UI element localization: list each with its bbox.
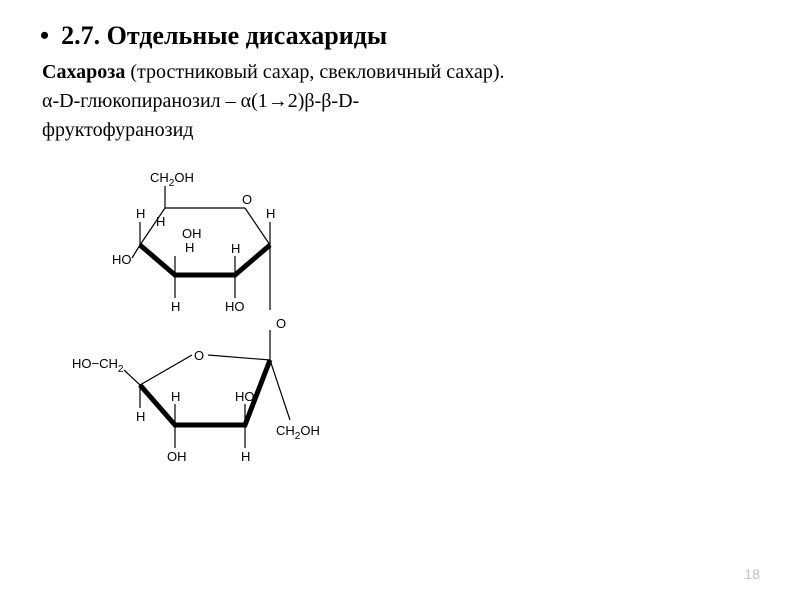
label-OH-c4f: OH bbox=[167, 449, 187, 464]
label-CH2OH-top: CH2OH bbox=[150, 170, 194, 189]
label-H: H bbox=[171, 299, 180, 314]
label-H: H bbox=[231, 241, 240, 256]
heading-bullet: • bbox=[40, 20, 49, 51]
label-OH-inner: OH bbox=[182, 226, 202, 241]
body-line-1: Сахароза (тростниковый сахар, свекловичн… bbox=[42, 59, 760, 86]
label-HO: HO bbox=[225, 299, 245, 314]
label-H: H bbox=[136, 206, 145, 221]
heading-number: 2.7. bbox=[61, 21, 100, 50]
label-CH2OH-bot: CH2OH bbox=[276, 423, 320, 442]
label-O: O bbox=[242, 192, 252, 207]
label-H-c3f: H bbox=[241, 449, 250, 464]
page-number: 18 bbox=[744, 566, 760, 582]
heading-row: • 2.7. Отдельные дисахариды bbox=[40, 20, 760, 51]
heading-title: Отдельные дисахариды bbox=[107, 21, 388, 50]
sucrose-structure-diagram: O CH2OH H H HO H OH H H HO H O O HO−CH2 … bbox=[70, 160, 370, 520]
body-line-2a: α-D-глюкопиранозил – α(1→2)β-β-D- bbox=[42, 88, 760, 115]
label-H-c5f: H bbox=[136, 409, 145, 424]
label-H-inner: H bbox=[185, 240, 194, 255]
sucrose-rest: (тростниковый сахар, свекловичный сахар)… bbox=[125, 61, 504, 83]
heading-text: 2.7. Отдельные дисахариды bbox=[61, 20, 387, 51]
label-HO-c4: HO bbox=[112, 252, 132, 267]
label-H-c1u: H bbox=[266, 206, 275, 221]
label-H-c5: H bbox=[156, 214, 165, 229]
body-line-2b: фруктофуранозид bbox=[42, 117, 760, 144]
label-H-c4f: H bbox=[171, 389, 180, 404]
label-O-ring2: O bbox=[194, 348, 204, 363]
label-O-bridge: O bbox=[276, 316, 286, 331]
sucrose-bold: Сахароза bbox=[42, 61, 125, 83]
label-HOCH2: HO−CH2 bbox=[72, 356, 124, 375]
label-HO-c3f: HO bbox=[235, 389, 255, 404]
